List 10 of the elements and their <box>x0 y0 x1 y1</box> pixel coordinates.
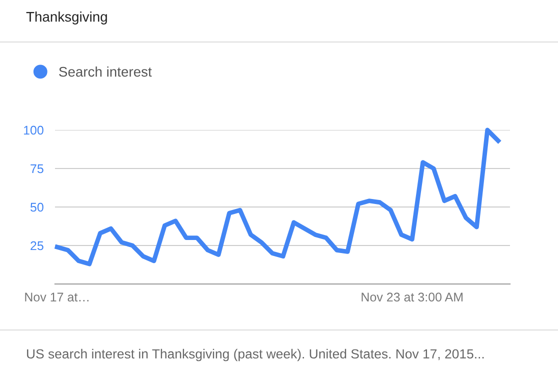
legend-label: Search interest <box>59 66 152 77</box>
text: US search interest in Thanksgiving (past week). United States. Nov 17, 2015... <box>27 348 484 362</box>
chart-title: Thanksgiving <box>26 12 107 24</box>
x-tick-label: Nov 17 at… <box>25 292 88 302</box>
y-tick-label: 100 <box>24 126 44 135</box>
y-tick-label: 75 <box>30 164 44 174</box>
line-series <box>54 128 500 266</box>
y-tick-label: 50 <box>30 202 44 212</box>
x-tick-label: Nov 23 at 3:00 AM <box>362 292 463 302</box>
y-tick-label: 25 <box>30 241 44 250</box>
